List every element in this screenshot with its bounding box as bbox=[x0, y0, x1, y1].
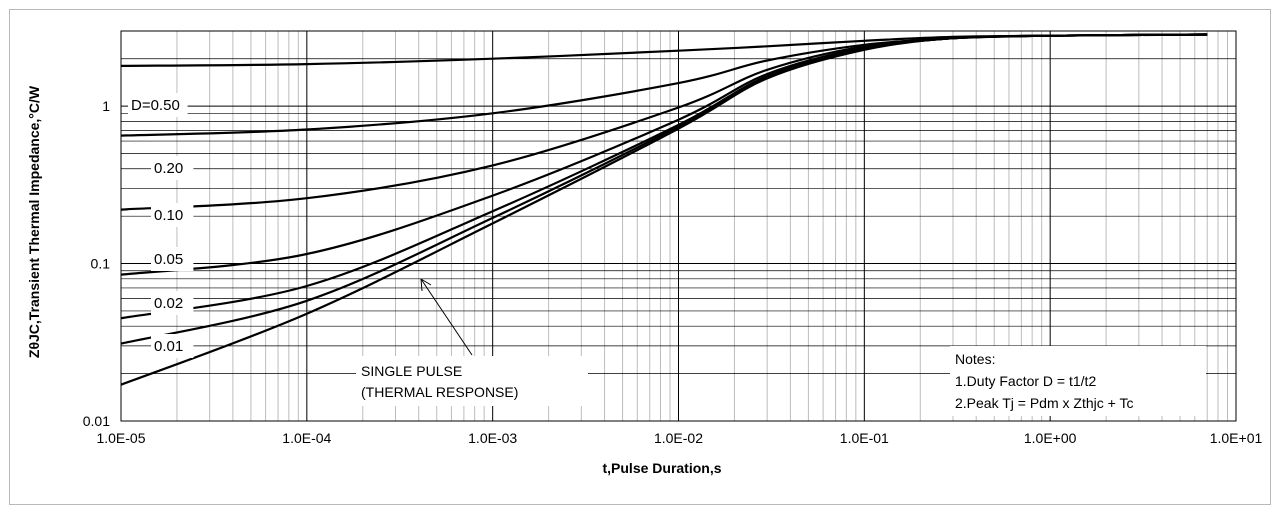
thermal-response-label: (THERMAL RESPONSE) bbox=[361, 384, 518, 400]
curve-label-background bbox=[151, 203, 194, 227]
curve-0-02 bbox=[120, 33, 1208, 320]
x-axis-title: t,Pulse Duration,s bbox=[602, 460, 721, 476]
grid-lines bbox=[120, 30, 1236, 422]
curve-label: 0.05 bbox=[154, 251, 183, 268]
notes-box: Notes: 1.Duty Factor D = t1/t2 2.Peak Tj… bbox=[950, 346, 1206, 416]
curve-label: D=0.50 bbox=[131, 97, 180, 114]
notes-background bbox=[950, 346, 1206, 416]
curve-label: 0.02 bbox=[154, 295, 183, 312]
single-pulse-arrow-shaft bbox=[420, 278, 473, 356]
x-tick-label: 1.0E+00 bbox=[1024, 430, 1077, 446]
curve-label-background bbox=[151, 291, 194, 315]
y-tick-label: 0.01 bbox=[83, 413, 110, 429]
curve-labels: D=0.50 0.20 0.10 0.05 0.02 0.01 bbox=[128, 93, 194, 358]
note-duty-factor: 1.Duty Factor D = t1/t2 bbox=[955, 373, 1096, 389]
curves bbox=[120, 33, 1208, 386]
chart-frame bbox=[9, 9, 1271, 505]
curve-label-background bbox=[151, 334, 194, 358]
curve-single-pulse bbox=[120, 33, 1208, 386]
tick-labels: 1.0E-05 1.0E-04 1.0E-03 1.0E-02 1.0E-01 1.0E+… bbox=[83, 98, 1263, 446]
single-pulse-annotation: SINGLE PULSE (THERMAL RESPONSE) bbox=[356, 278, 588, 406]
curve-0-10 bbox=[120, 33, 1208, 211]
notes-title: Notes: bbox=[955, 351, 995, 367]
curve-label-background bbox=[128, 93, 188, 117]
curve-label: 0.01 bbox=[154, 338, 183, 355]
curve-d-0-50 bbox=[120, 33, 1208, 67]
x-tick-label: 1.0E-04 bbox=[282, 430, 331, 446]
single-pulse-arrow-head-a bbox=[420, 278, 423, 292]
plot-area-border bbox=[120, 30, 1237, 422]
x-tick-label: 1.0E+01 bbox=[1210, 430, 1263, 446]
curve-label-background bbox=[151, 156, 194, 180]
y-axis-title: ZθJC,Transient Thermal Impedance,°C/W bbox=[26, 85, 42, 358]
single-pulse-label: SINGLE PULSE bbox=[361, 363, 462, 379]
single-pulse-arrow-head-b bbox=[420, 278, 432, 286]
x-tick-label: 1.0E-02 bbox=[654, 430, 703, 446]
x-tick-label: 1.0E-01 bbox=[840, 430, 889, 446]
curve-0-05 bbox=[120, 33, 1208, 276]
y-tick-label: 0.1 bbox=[91, 256, 111, 272]
curve-0-20 bbox=[120, 33, 1208, 137]
curve-label: 0.10 bbox=[154, 207, 183, 224]
x-tick-label: 1.0E-03 bbox=[468, 430, 517, 446]
curve-0-01 bbox=[120, 33, 1208, 345]
x-tick-label: 1.0E-05 bbox=[96, 430, 145, 446]
single-pulse-box bbox=[356, 356, 588, 406]
y-tick-label: 1 bbox=[102, 98, 110, 114]
curve-label: 0.20 bbox=[154, 160, 183, 177]
note-peak-tj: 2.Peak Tj = Pdm x Zthjc + Tc bbox=[955, 395, 1133, 411]
curve-label-background bbox=[151, 247, 194, 271]
